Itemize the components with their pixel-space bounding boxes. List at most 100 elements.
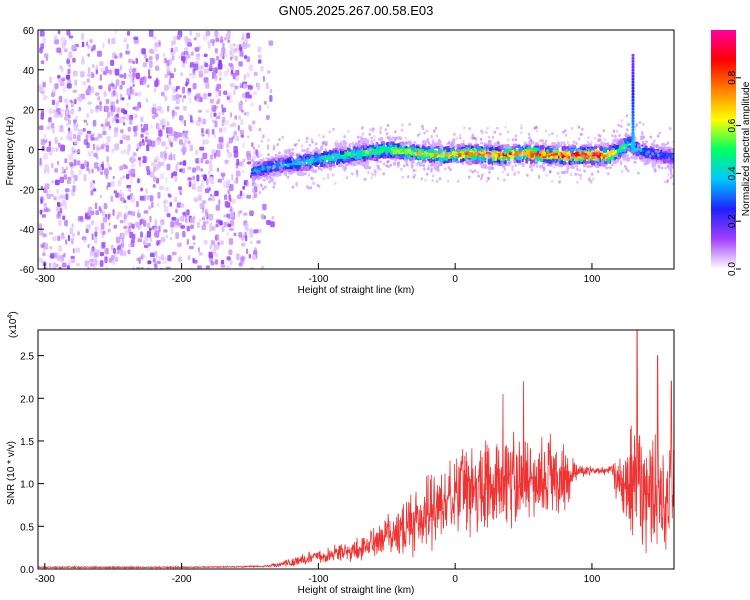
spectrogram-cell <box>81 59 85 65</box>
spectrogram-cell <box>506 130 510 134</box>
svg-text:(x104): (x104) <box>7 311 19 338</box>
spectrogram-cell <box>107 182 111 188</box>
spectrogram-cell <box>183 105 187 111</box>
spectrogram-cell <box>640 131 644 135</box>
spectrogram-cell <box>121 80 126 85</box>
spectrogram-cell <box>65 74 71 80</box>
spectrogram-cell <box>496 177 500 180</box>
spectrogram-cell <box>307 147 310 151</box>
spectrogram-cell <box>430 167 433 171</box>
spectrogram-cell <box>148 205 152 210</box>
spectrogram-cell <box>144 136 148 143</box>
spectrogram-cell <box>652 141 655 145</box>
spectrogram-cell <box>108 222 111 226</box>
spectrogram-cell <box>98 85 103 90</box>
spectrogram-cell <box>597 159 600 163</box>
spectrogram-cell <box>353 156 358 159</box>
spectrogram-cell <box>601 159 604 163</box>
spectrogram-cell <box>203 175 207 180</box>
spectrogram-cell <box>58 142 61 148</box>
spectrogram-cell <box>332 161 335 164</box>
spectrogram-cell <box>351 145 354 149</box>
spectrogram-cell <box>225 33 231 40</box>
spectrogram-cell <box>197 109 203 113</box>
spectrogram-cell <box>411 150 414 154</box>
spectrogram-cell <box>594 156 598 160</box>
spectrogram-cell <box>222 175 225 181</box>
spectrogram-cell <box>56 47 62 53</box>
spectrogram-cell <box>246 248 249 255</box>
spectrogram-cell <box>455 156 460 159</box>
spectrogram-cell <box>651 144 655 148</box>
spectrogram-cell <box>142 140 145 146</box>
spectrogram-cell <box>254 183 259 187</box>
spectrogram-cell <box>554 155 558 159</box>
spectrogram-cell <box>145 58 149 63</box>
colorbar-tick-label: 0.8 <box>727 70 738 84</box>
spectrogram-cell <box>95 69 98 75</box>
snr-y-tick-label: 1.0 <box>20 480 34 491</box>
spectrogram-cell <box>260 139 263 143</box>
spectrogram-cell <box>379 160 383 163</box>
spectrogram-cell <box>182 160 187 166</box>
spectrogram-cell <box>73 119 78 123</box>
spectrogram-cell <box>147 222 150 229</box>
spectrogram-cell <box>77 108 80 113</box>
spectrogram-cell <box>587 165 590 169</box>
spectrogram-cell <box>87 210 92 217</box>
spectrogram-cell <box>230 206 233 211</box>
spectrogram-cell <box>200 157 204 164</box>
spectrogram-cell <box>133 268 136 269</box>
spectrogram-cell <box>581 147 586 151</box>
spectrogram-cell <box>159 185 164 190</box>
spectrogram-cell <box>198 218 202 222</box>
spectrogram-cell <box>193 37 197 41</box>
spectrogram-cell <box>481 173 485 176</box>
spectrogram-cell <box>72 185 76 192</box>
spectrogram-cell <box>150 201 154 208</box>
spectrogram-cell <box>669 176 673 180</box>
spectrogram-cell <box>532 163 536 167</box>
spectrogram-cell <box>146 169 151 176</box>
spectrogram-cell <box>348 143 352 146</box>
spectrogram-cell <box>64 116 69 121</box>
spectrogram-cell <box>174 176 178 182</box>
spectrogram-cell <box>101 233 104 239</box>
spectrogram-cell <box>109 71 113 75</box>
spectrogram-cell <box>122 250 127 257</box>
spectrogram-cell <box>507 157 511 162</box>
spectrogram-cell <box>69 227 74 234</box>
spectrogram-cell <box>120 93 123 100</box>
spectrogram-cell <box>484 165 488 169</box>
spectrogram-cell <box>49 246 52 250</box>
spectrogram-cell <box>230 83 235 88</box>
spectrogram-cell <box>67 68 71 75</box>
spectrogram-cell <box>207 170 211 175</box>
spectrogram-cell <box>100 123 104 127</box>
spectrogram-cell <box>137 238 142 243</box>
spectrogram-cell <box>390 148 394 151</box>
spectrogram-cell <box>57 30 61 35</box>
spectrogram-cell <box>605 153 609 157</box>
spectrogram-cell <box>169 141 173 146</box>
spectrogram-cell <box>94 92 100 96</box>
spectrogram-cell <box>242 192 245 200</box>
spectrogram-cell <box>556 171 560 175</box>
spectrogram-cell <box>422 160 426 164</box>
spectrogram-cell <box>668 157 671 161</box>
spectrogram-cell <box>427 167 430 171</box>
spectrogram-cell <box>535 129 539 133</box>
spectrogram-cell <box>104 118 108 123</box>
spectrogram-cell <box>163 229 168 233</box>
spectrogram-cell <box>65 239 68 245</box>
spectrogram-cell <box>54 252 57 259</box>
spectrogram-cell <box>223 214 226 218</box>
spectrogram-cell <box>328 130 331 134</box>
spectrogram-cell <box>369 148 372 151</box>
spectrogram-cell <box>165 266 171 269</box>
spectrogram-cell <box>56 188 59 195</box>
spectrogram-cell <box>539 151 542 155</box>
spectrogram-cell <box>479 151 485 154</box>
spectrogram-cell <box>39 157 42 165</box>
spectrogram-cell <box>276 174 279 178</box>
